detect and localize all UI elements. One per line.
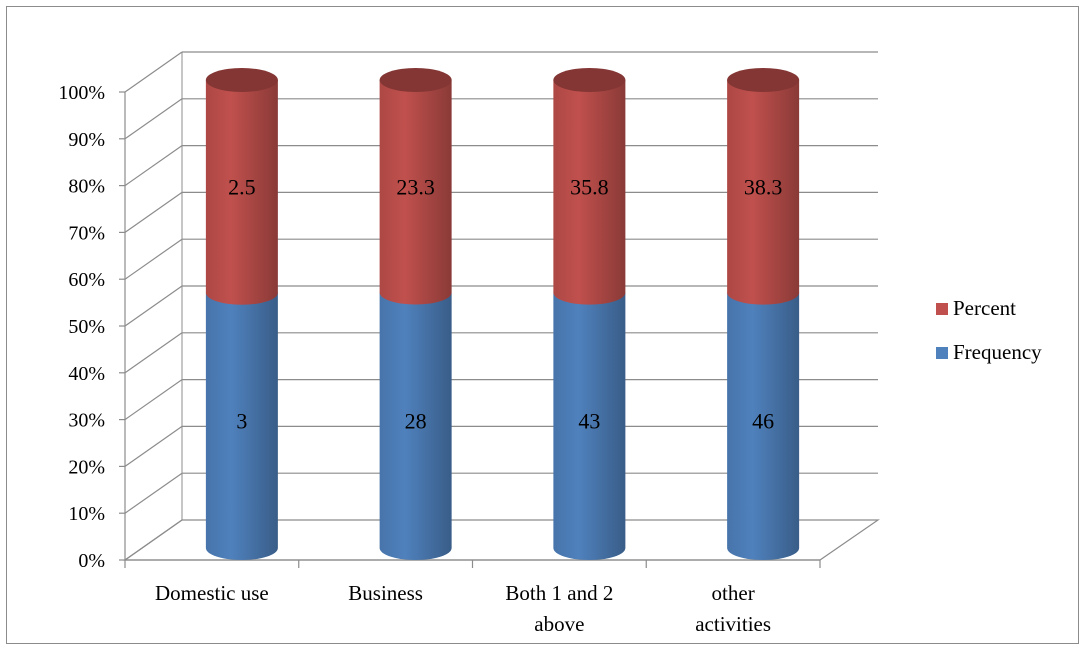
x-category-label: Business	[348, 581, 423, 605]
y-tick-label: 70%	[68, 222, 105, 244]
gridline-side	[124, 519, 183, 561]
x-category-label-line: above	[534, 612, 584, 636]
data-labels: 3 2.5 28 23.3 43 35.8 46 38.3	[228, 174, 782, 433]
gridline-side	[124, 191, 183, 233]
x-category-label-line: Domestic use	[155, 581, 269, 605]
data-label-frequency: 3	[236, 408, 247, 433]
x-category-label-line: other	[712, 581, 755, 605]
y-tick-label: 0%	[78, 550, 105, 572]
x-axis-category-labels: Domestic use Business Both 1 and 2 above oth…	[155, 581, 771, 636]
y-tick-label: 90%	[68, 129, 105, 151]
bar-segment-frequency	[379, 292, 452, 560]
y-tick-label: 10%	[68, 503, 105, 525]
gridline-side	[124, 238, 183, 280]
data-label-frequency: 43	[578, 408, 600, 433]
data-label-percent: 2.5	[228, 174, 256, 199]
x-category-label-line: activities	[695, 612, 771, 636]
bar-segment-percent	[553, 80, 626, 305]
data-label-percent: 23.3	[396, 174, 435, 199]
data-label-frequency: 46	[752, 408, 774, 433]
legend-label-frequency: Frequency	[953, 340, 1042, 364]
y-tick-label: 40%	[68, 363, 105, 385]
x-category-label-line: Business	[348, 581, 423, 605]
gridline-side	[124, 379, 183, 421]
gridline-side	[124, 472, 183, 514]
x-category-label: other activities	[695, 581, 771, 636]
gridline-side	[124, 145, 183, 187]
gridline-side	[124, 425, 183, 467]
bar-segment-frequency	[553, 292, 626, 560]
y-tick-label: 80%	[68, 176, 105, 198]
y-tick-label: 30%	[68, 410, 105, 432]
legend-swatch-frequency	[936, 347, 948, 359]
legend-label-percent: Percent	[953, 296, 1016, 320]
gridline-side	[124, 285, 183, 327]
axes	[119, 91, 821, 568]
gridline-side	[124, 98, 183, 140]
bar-segment-frequency	[205, 292, 278, 560]
bar-top-cap	[727, 68, 800, 92]
legend-swatch-percent	[936, 303, 948, 315]
x-category-label-line: Both 1 and 2	[505, 581, 613, 605]
bar-segment-percent	[727, 80, 800, 305]
y-tick-label: 60%	[68, 269, 105, 291]
legend: Percent Frequency	[936, 296, 1042, 364]
bar-segment-frequency	[727, 292, 800, 560]
bar-top-cap	[553, 68, 626, 92]
data-label-frequency: 28	[405, 408, 427, 433]
gridline-side	[124, 51, 183, 93]
y-tick-label: 20%	[68, 456, 105, 478]
bar-segment-percent	[205, 80, 278, 305]
data-label-percent: 35.8	[570, 174, 609, 199]
chart-frame	[6, 6, 1079, 644]
y-tick-label: 100%	[58, 82, 105, 104]
y-axis-tick-labels: 0% 10% 20% 30% 40% 50% 60% 70% 80% 90% 100%	[58, 82, 105, 572]
bar-segment-percent	[379, 80, 452, 305]
data-label-percent: 38.3	[744, 174, 783, 199]
x-category-label: Both 1 and 2 above	[505, 581, 613, 636]
bars	[205, 68, 800, 560]
bar-top-cap	[379, 68, 452, 92]
gridline-side	[124, 332, 183, 374]
x-category-label: Domestic use	[155, 581, 269, 605]
bar-top-cap	[205, 68, 278, 92]
y-tick-label: 50%	[68, 316, 105, 338]
